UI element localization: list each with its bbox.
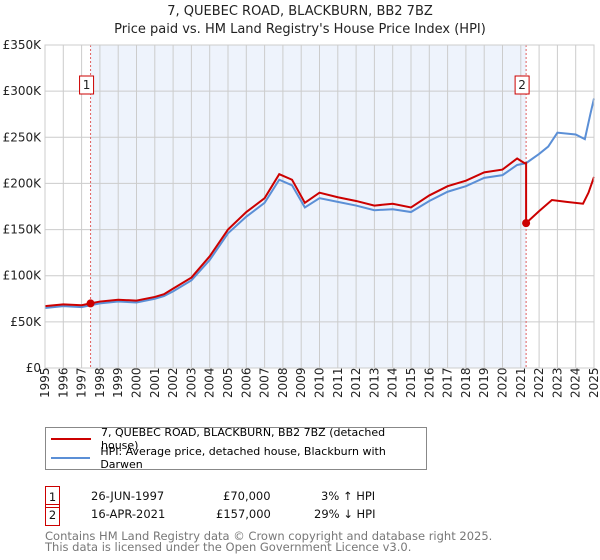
x-tick-label: 1995: [38, 367, 52, 398]
x-tick-label: 2003: [184, 367, 198, 398]
x-tick-label: 2000: [130, 367, 144, 398]
legend-item-hpi: HPI: Average price, detached house, Blac…: [51, 445, 426, 471]
transaction-date: 26-JUN-1997: [91, 489, 165, 503]
y-tick-label: £200K: [3, 176, 43, 190]
marker-badge: 2: [45, 504, 60, 526]
legend-swatch-blue: [51, 457, 91, 459]
chart-subtitle: Price paid vs. HM Land Registry's House …: [114, 22, 486, 37]
x-tick-label: 2019: [477, 367, 491, 398]
x-tick-label: 2013: [367, 367, 381, 398]
x-tick-label: 2001: [148, 367, 162, 398]
x-tick-label: 2006: [239, 367, 253, 398]
x-tick-label: 2005: [221, 367, 235, 398]
x-tick-label: 2014: [386, 367, 400, 398]
x-tick-label: 2008: [276, 367, 290, 398]
y-tick-label: £50K: [10, 315, 42, 329]
x-tick-label: 1999: [111, 367, 125, 398]
legend-label: HPI: Average price, detached house, Blac…: [100, 445, 386, 471]
x-tick-label: 2025: [587, 367, 600, 398]
x-tick-label: 2016: [422, 367, 436, 398]
footer: Contains HM Land Registry data © Crown c…: [45, 529, 493, 554]
x-tick-label: 2023: [550, 367, 564, 398]
x-tick-label: 2009: [294, 367, 308, 398]
marker-badge: 1: [45, 486, 60, 508]
legend: 7, QUEBEC ROAD, BLACKBURN, BB2 7BZ (deta…: [45, 426, 427, 471]
x-tick-label: 1996: [56, 367, 70, 398]
footer-line: Contains HM Land Registry data © Crown c…: [45, 529, 493, 543]
transaction-price: £70,000: [223, 489, 271, 503]
y-tick-label: £0: [26, 361, 41, 375]
y-tick-label: £250K: [3, 130, 43, 144]
transaction-delta: 3% ↑ HPI: [321, 489, 376, 503]
hpi-line: [44, 98, 595, 310]
sale-point: [86, 299, 95, 308]
y-tick-label: £300K: [3, 84, 43, 98]
x-tick-label: 1998: [93, 367, 107, 398]
plot-frame: [44, 44, 595, 369]
x-tick-label: 2012: [349, 367, 363, 398]
sale-label: 1: [83, 78, 91, 92]
plot-area: £0 £50K £100K £150K £200K £250K £300K £350K 1995…: [3, 38, 600, 398]
sale-point: [522, 219, 531, 228]
x-tick-label: 2002: [166, 367, 180, 398]
y-tick-label: £350K: [3, 38, 43, 52]
x-tick-label: 2010: [313, 367, 327, 398]
sale-label-box: [79, 75, 95, 95]
x-tick-label: 2021: [514, 367, 528, 398]
shaded-period: [90, 45, 527, 368]
x-tick-label: 2022: [532, 367, 546, 398]
x-tick-label: 2020: [496, 367, 510, 398]
x-tick-label: 2011: [331, 367, 345, 398]
footer-line: This data is licensed under the Open Gov…: [45, 540, 412, 554]
legend-item-property: 7, QUEBEC ROAD, BLACKBURN, BB2 7BZ (deta…: [51, 426, 426, 452]
transaction-delta: 29% ↓ HPI: [314, 507, 376, 521]
legend-swatch-red: [51, 438, 91, 440]
x-tick-label: 2007: [258, 367, 272, 398]
x-tick-label: 2004: [203, 367, 217, 398]
x-tick-label: 2015: [404, 367, 418, 398]
chart-title: 7, QUEBEC ROAD, BLACKBURN, BB2 7BZ: [167, 4, 433, 19]
x-tick-label: 2024: [569, 367, 583, 398]
y-tick-label: £150K: [3, 223, 43, 237]
y-tick-label: £100K: [3, 269, 43, 283]
sale-label-box: [514, 75, 530, 95]
property-price-line: [44, 157, 595, 308]
transaction-price: £157,000: [216, 507, 271, 521]
x-tick-label: 1997: [75, 367, 89, 398]
sale-label: 2: [518, 78, 526, 92]
x-tick-label: 2017: [441, 367, 455, 398]
transaction-date: 16-APR-2021: [91, 507, 166, 521]
legend-label: 7, QUEBEC ROAD, BLACKBURN, BB2 7BZ (deta…: [101, 426, 386, 452]
x-tick-label: 2018: [459, 367, 473, 398]
